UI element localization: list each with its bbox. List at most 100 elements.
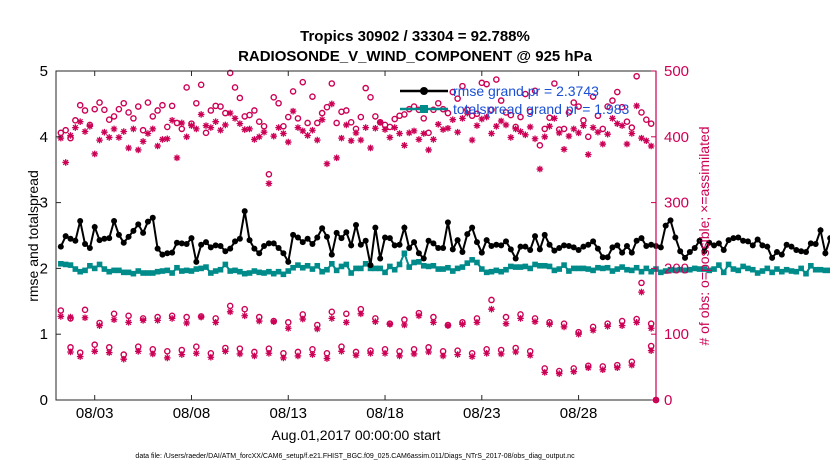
rmse-point	[406, 245, 413, 252]
obs-assimilated-marker	[313, 325, 321, 333]
rmse-point	[193, 258, 200, 265]
obs-possible-marker	[149, 113, 157, 120]
totalspread-point	[575, 265, 582, 272]
obs-possible-marker	[497, 97, 505, 104]
obs-possible-marker	[241, 305, 249, 313]
totalspread-point	[212, 268, 219, 274]
obs-possible-marker	[541, 125, 549, 133]
rmse-point	[265, 240, 272, 247]
totalspread-point	[595, 264, 601, 271]
totalspread-point	[803, 270, 809, 277]
y-right-tick-label: 400	[664, 129, 689, 146]
obs-assimilated-marker	[434, 120, 442, 128]
rmse-point	[740, 237, 747, 244]
totalspread-point	[488, 268, 495, 275]
totalspread-point	[280, 271, 287, 278]
obs-assimilated-marker	[173, 154, 181, 162]
obs-possible-marker	[251, 107, 258, 114]
y-axis-right-label: # of obs: o=possible; ×=assimilated	[696, 126, 712, 345]
obs-possible-marker	[231, 84, 239, 91]
obs-assimilated-marker	[589, 124, 597, 131]
obs-assimilated-marker	[222, 121, 229, 129]
obs-assimilated-marker	[609, 115, 616, 122]
totalspread-point	[241, 270, 248, 277]
obs-assimilated-marker	[159, 136, 166, 143]
rmse-point	[96, 237, 103, 244]
totalspread-point	[343, 261, 350, 268]
obs-possible-marker	[96, 99, 103, 106]
rmse-point	[619, 249, 626, 256]
obs-possible-marker	[163, 123, 171, 131]
rmse-point	[778, 251, 785, 258]
totalspread-point	[135, 268, 142, 274]
rmse-point	[454, 237, 461, 244]
rmse-point	[807, 240, 814, 247]
obs-assimilated-marker	[594, 128, 602, 136]
obs-possible-marker	[226, 302, 234, 310]
rmse-point	[125, 233, 132, 240]
rmse-point	[285, 258, 292, 265]
rmse-point	[420, 255, 427, 262]
obs-possible-marker	[449, 88, 457, 96]
obs-possible-marker	[575, 103, 582, 110]
obs-possible-marker	[367, 94, 374, 101]
rmse-point	[169, 249, 176, 256]
obs-assimilated-marker	[81, 314, 89, 322]
obs-possible-marker	[536, 142, 544, 149]
obs-assimilated-marker	[488, 305, 495, 313]
obs-assimilated-marker	[207, 124, 215, 131]
obs-possible-marker	[420, 115, 428, 122]
rmse-point	[241, 208, 248, 215]
rmse-point	[822, 250, 829, 257]
obs-assimilated-marker	[473, 319, 481, 326]
totalspread-point	[290, 264, 296, 271]
rmse-point	[164, 250, 171, 257]
totalspread-point	[77, 268, 83, 275]
totalspread-point	[779, 268, 785, 275]
rmse-point	[314, 234, 321, 241]
obs-possible-marker	[72, 117, 79, 124]
rmse-point	[623, 243, 630, 250]
rmse-point	[343, 229, 350, 236]
obs-possible-marker	[502, 109, 510, 116]
totalspread-point	[299, 264, 306, 271]
obs-assimilated-marker	[560, 146, 568, 153]
obs-possible-marker	[144, 99, 152, 106]
totalspread-point	[174, 264, 180, 271]
rmse-point	[672, 234, 679, 241]
obs-possible-marker	[638, 109, 645, 116]
rmse-point	[367, 262, 374, 269]
totalspread-point	[522, 263, 529, 270]
rmse-point	[372, 224, 379, 231]
totalspread-point	[672, 267, 679, 274]
obs-possible-marker	[565, 109, 573, 116]
obs-assimilated-marker	[217, 126, 224, 134]
rmse-point	[706, 239, 713, 246]
rmse-point	[580, 243, 587, 250]
obs-possible-marker	[560, 125, 568, 133]
obs-assimilated-marker	[536, 165, 544, 173]
obs-assimilated-marker	[396, 352, 403, 360]
rmse-point	[730, 235, 737, 242]
rmse-point	[749, 242, 756, 249]
obs-assimilated-marker	[76, 118, 84, 125]
rmse-point	[798, 248, 805, 255]
totalspread-point	[619, 264, 625, 270]
obs-assimilated-marker	[584, 364, 592, 372]
totalspread-point	[745, 265, 751, 272]
obs-assimilated-marker	[522, 131, 529, 139]
totalspread-point	[353, 265, 359, 272]
totalspread-point	[609, 268, 616, 274]
obs-assimilated-marker	[468, 136, 476, 144]
obs-assimilated-marker	[386, 134, 394, 141]
rmse-point	[803, 248, 809, 255]
obs-assimilated-marker	[226, 109, 234, 117]
totalspread-point	[232, 267, 238, 274]
obs-assimilated-marker	[183, 133, 190, 141]
obs-possible-marker	[304, 119, 311, 127]
obs-possible-marker	[275, 99, 282, 107]
rmse-line	[59, 211, 830, 266]
plot-area	[56, 71, 656, 400]
totalspread-point	[551, 267, 558, 274]
obs-assimilated-marker	[251, 352, 258, 360]
